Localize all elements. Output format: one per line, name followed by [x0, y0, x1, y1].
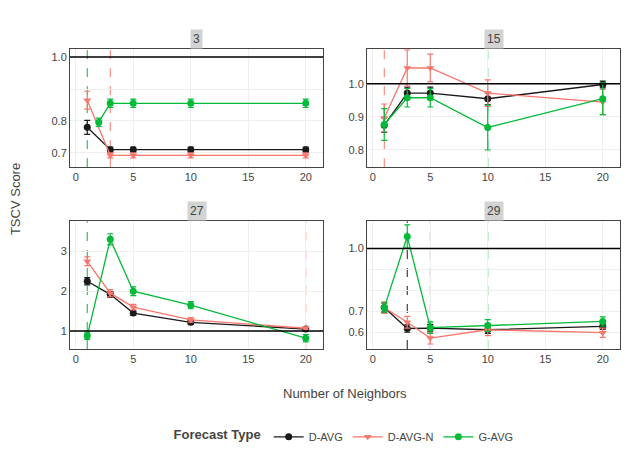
svg-text:D-AVG-N: D-AVG-N — [388, 431, 434, 443]
svg-text:Forecast Type: Forecast Type — [174, 427, 261, 442]
svg-text:20: 20 — [300, 353, 312, 365]
svg-text:0: 0 — [370, 353, 376, 365]
svg-text:29: 29 — [487, 204, 501, 218]
svg-text:1.0: 1.0 — [349, 242, 364, 254]
svg-text:5: 5 — [427, 353, 433, 365]
svg-text:27: 27 — [190, 204, 204, 218]
svg-text:15: 15 — [539, 353, 551, 365]
svg-text:20: 20 — [597, 171, 609, 183]
svg-text:0.8: 0.8 — [52, 115, 67, 127]
svg-text:1: 1 — [61, 325, 67, 337]
svg-text:Number of Neighbors: Number of Neighbors — [283, 386, 407, 401]
svg-text:3: 3 — [61, 245, 67, 257]
svg-text:15: 15 — [539, 171, 551, 183]
svg-text:3: 3 — [193, 32, 200, 46]
svg-text:0: 0 — [73, 171, 79, 183]
svg-text:20: 20 — [597, 353, 609, 365]
svg-text:TSCV Score: TSCV Score — [8, 163, 23, 235]
svg-text:10: 10 — [482, 353, 494, 365]
svg-text:5: 5 — [130, 171, 136, 183]
svg-text:2: 2 — [61, 285, 67, 297]
svg-text:0.6: 0.6 — [349, 326, 364, 338]
svg-text:10: 10 — [185, 353, 197, 365]
svg-text:0.8: 0.8 — [349, 144, 364, 156]
svg-text:D-AVG: D-AVG — [309, 431, 343, 443]
svg-text:20: 20 — [300, 171, 312, 183]
svg-text:5: 5 — [427, 171, 433, 183]
svg-text:15: 15 — [242, 353, 254, 365]
svg-text:10: 10 — [482, 171, 494, 183]
svg-text:0: 0 — [370, 171, 376, 183]
svg-text:10: 10 — [185, 171, 197, 183]
svg-text:15: 15 — [487, 32, 501, 46]
svg-text:1.0: 1.0 — [349, 78, 364, 90]
svg-text:0.9: 0.9 — [349, 111, 364, 123]
svg-text:0.7: 0.7 — [52, 147, 67, 159]
svg-text:5: 5 — [130, 353, 136, 365]
svg-text:0: 0 — [73, 353, 79, 365]
svg-text:G-AVG: G-AVG — [478, 431, 513, 443]
svg-text:0.7: 0.7 — [349, 305, 364, 317]
svg-text:15: 15 — [242, 171, 254, 183]
svg-text:1.0: 1.0 — [52, 51, 67, 63]
